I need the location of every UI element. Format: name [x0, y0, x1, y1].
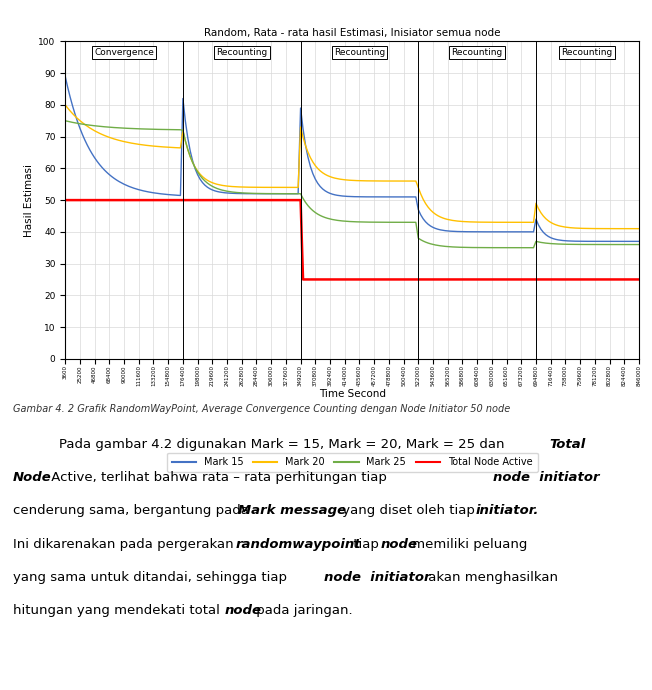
- Total Node Active: [218, 196, 226, 204]
- Mark 15: [280, 190, 288, 198]
- Text: akan menghasilkan: akan menghasilkan: [424, 571, 558, 584]
- Mark 20: [547, 218, 555, 226]
- Text: Node: Node: [13, 471, 52, 484]
- Text: node  initiator: node initiator: [324, 571, 430, 584]
- Mark 20: [61, 101, 69, 109]
- Mark 15: [517, 228, 525, 236]
- Mark 20: [280, 184, 288, 192]
- Line: Mark 20: Mark 20: [65, 105, 639, 228]
- Total Node Active: [549, 275, 557, 284]
- Text: yang sama untuk ditandai, sehingga tiap: yang sama untuk ditandai, sehingga tiap: [13, 571, 291, 584]
- Mark 15: [547, 233, 555, 242]
- Text: Recounting: Recounting: [561, 48, 612, 57]
- Text: node: node: [225, 604, 262, 617]
- Mark 25: [385, 218, 393, 226]
- Mark 25: [635, 240, 643, 248]
- Mark 15: [218, 188, 226, 197]
- Total Node Active: [520, 275, 527, 284]
- Mark 20: [517, 218, 525, 226]
- Text: Recounting: Recounting: [334, 48, 385, 57]
- Text: Pada gambar 4.2 digunakan Mark = 15, Mark = 20, Mark = 25 dan: Pada gambar 4.2 digunakan Mark = 15, Mar…: [59, 438, 509, 451]
- Text: Total: Total: [549, 438, 585, 451]
- Text: Ini dikarenakan pada pergerakan: Ini dikarenakan pada pergerakan: [13, 538, 238, 551]
- Text: node  initiator: node initiator: [493, 471, 599, 484]
- Mark 15: [86, 146, 94, 154]
- Total Node Active: [86, 196, 94, 204]
- Text: hitungan yang mendekati total: hitungan yang mendekati total: [13, 604, 224, 617]
- Text: Mark message: Mark message: [238, 504, 346, 518]
- Mark 25: [529, 244, 537, 252]
- Mark 20: [385, 177, 393, 185]
- Text: Gambar 4. 2 Grafik RandomWayPoint, Average Convergence Counting dengan Node Init: Gambar 4. 2 Grafik RandomWayPoint, Avera…: [13, 404, 511, 413]
- Mark 25: [517, 244, 525, 252]
- Mark 25: [549, 239, 557, 248]
- Text: Recounting: Recounting: [216, 48, 267, 57]
- Line: Mark 15: Mark 15: [65, 77, 639, 242]
- Mark 15: [61, 72, 69, 81]
- Legend: Mark 15, Mark 20, Mark 25, Total Node Active: Mark 15, Mark 20, Mark 25, Total Node Ac…: [167, 453, 537, 472]
- Total Node Active: [299, 275, 307, 284]
- Line: Total Node Active: Total Node Active: [65, 200, 639, 279]
- Total Node Active: [387, 275, 395, 284]
- Title: Random, Rata - rata hasil Estimasi, Inisiator semua node: Random, Rata - rata hasil Estimasi, Inis…: [204, 28, 500, 38]
- Mark 25: [218, 186, 226, 195]
- Mark 20: [218, 181, 226, 190]
- Mark 25: [280, 190, 288, 198]
- Mark 25: [86, 121, 94, 129]
- Mark 15: [635, 237, 643, 246]
- Text: Active, terlihat bahwa rata – rata perhitungan tiap: Active, terlihat bahwa rata – rata perhi…: [47, 471, 391, 484]
- Total Node Active: [635, 275, 643, 284]
- Text: cenderung sama, bergantung pada: cenderung sama, bergantung pada: [13, 504, 253, 518]
- Text: memiliki peluang: memiliki peluang: [408, 538, 527, 551]
- Total Node Active: [61, 196, 69, 204]
- Text: Convergence: Convergence: [94, 48, 154, 57]
- Mark 25: [61, 117, 69, 125]
- Text: initiator.: initiator.: [476, 504, 539, 518]
- X-axis label: Time Second: Time Second: [319, 389, 385, 399]
- Text: Recounting: Recounting: [451, 48, 503, 57]
- Line: Mark 25: Mark 25: [65, 121, 639, 248]
- Text: tiap: tiap: [349, 538, 383, 551]
- Total Node Active: [280, 196, 288, 204]
- Y-axis label: Hasil Estimasi: Hasil Estimasi: [24, 164, 34, 237]
- Mark 15: [385, 193, 393, 201]
- Text: randomwaypoint: randomwaypoint: [236, 538, 362, 551]
- Mark 20: [86, 124, 94, 132]
- Text: node: node: [380, 538, 417, 551]
- Text: pada jaringan.: pada jaringan.: [252, 604, 353, 617]
- Mark 20: [635, 224, 643, 233]
- Text: yang diset oleh tiap: yang diset oleh tiap: [338, 504, 479, 518]
